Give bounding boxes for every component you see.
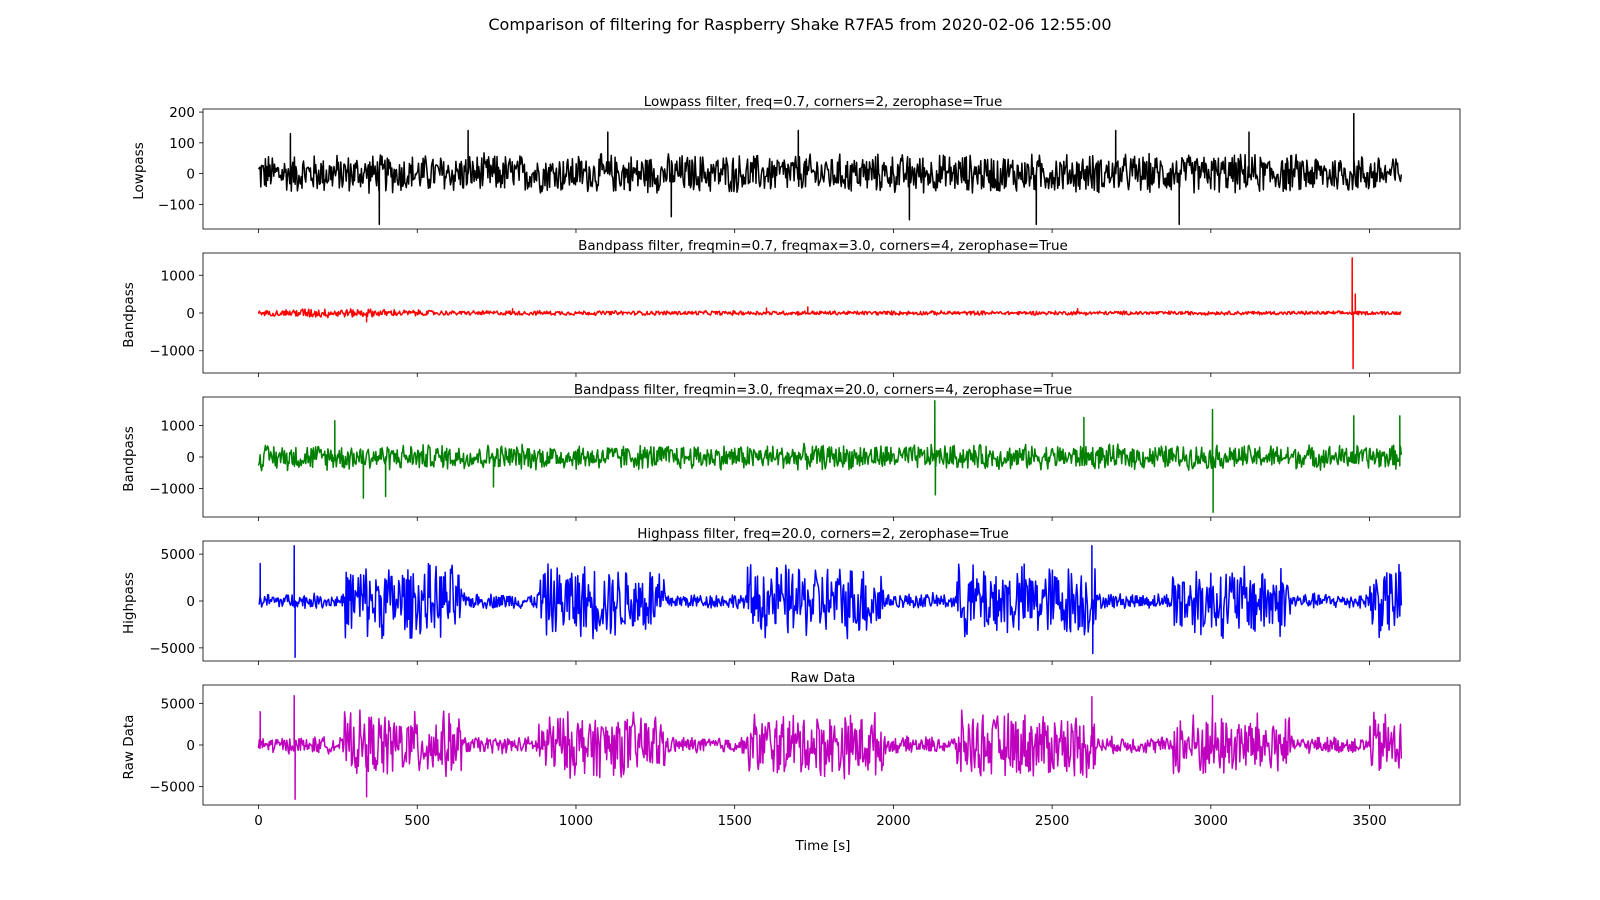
x-tick-label: 0 [254, 813, 263, 829]
y-tick-label: 0 [186, 306, 195, 322]
x-axis-label: Time [s] [795, 838, 851, 854]
panel-title: Raw Data [791, 670, 856, 686]
y-tick-label: −1000 [149, 482, 195, 498]
x-tick-label: 2500 [1035, 813, 1069, 829]
x-tick-label: 1000 [559, 813, 593, 829]
x-tick-label: 1500 [718, 813, 752, 829]
y-tick-label: 1000 [161, 418, 195, 434]
plot-area: −1000 0 1000 [149, 252, 1461, 377]
series-line [258, 544, 1403, 659]
axes-frame [202, 108, 1461, 230]
y-tick-label: 0 [186, 738, 195, 754]
panel-raw-data: Raw Data Raw Data −5000 0 5000 0 500 1000 1500… [121, 670, 1461, 829]
y-axis-label: Raw Data [121, 715, 137, 780]
y-axis-label: Lowpass [131, 142, 147, 200]
y-tick-label: 5000 [161, 547, 195, 563]
y-tick-label: 0 [186, 594, 195, 610]
series-line [257, 112, 1403, 226]
y-tick-label: −1000 [149, 344, 195, 360]
plot-area: −100 0 100 200 [158, 105, 1461, 233]
x-tick-label: 3500 [1352, 813, 1386, 829]
plot-area: −1000 0 1000 [149, 396, 1461, 521]
y-tick-label: −5000 [149, 780, 195, 796]
y-axis-label: Bandpass [121, 426, 137, 492]
figure-suptitle: Comparison of filtering for Raspberry Sh… [488, 15, 1111, 34]
panel-lowpass: Lowpass filter, freq=0.7, corners=2, zer… [131, 94, 1461, 233]
series-line [257, 400, 1403, 514]
series-line [257, 257, 1402, 370]
x-tick-label: 3000 [1194, 813, 1228, 829]
panel-bandpass-high: Bandpass filter, freqmin=3.0, freqmax=20… [121, 382, 1461, 521]
y-tick-label: 5000 [161, 696, 195, 712]
panel-title: Lowpass filter, freq=0.7, corners=2, zer… [644, 94, 1003, 110]
y-tick-label: 0 [186, 167, 195, 183]
plot-area: −5000 0 5000 [149, 540, 1461, 665]
panel-title: Bandpass filter, freqmin=0.7, freqmax=3.… [578, 238, 1068, 254]
x-tick-label: 2000 [876, 813, 910, 829]
y-tick-label: −100 [158, 197, 195, 213]
x-tick-label: 500 [404, 813, 430, 829]
y-tick-label: −5000 [149, 641, 195, 657]
panel-highpass: Highpass filter, freq=20.0, corners=2, z… [121, 526, 1461, 665]
y-axis-label: Bandpass [121, 282, 137, 348]
y-tick-label: 200 [169, 105, 195, 121]
plot-area: −5000 0 5000 0 500 1000 1500 2000 2500 3000 3500 [149, 684, 1461, 829]
y-tick-label: 1000 [161, 268, 195, 284]
y-axis-label: Highpass [121, 572, 137, 634]
y-tick-label: 100 [169, 136, 195, 152]
panel-bandpass-low: Bandpass filter, freqmin=0.7, freqmax=3.… [121, 238, 1461, 377]
y-tick-label: 0 [186, 450, 195, 466]
panel-title: Bandpass filter, freqmin=3.0, freqmax=20… [574, 382, 1072, 398]
series-line [257, 695, 1403, 800]
panel-title: Highpass filter, freq=20.0, corners=2, z… [637, 526, 1009, 542]
